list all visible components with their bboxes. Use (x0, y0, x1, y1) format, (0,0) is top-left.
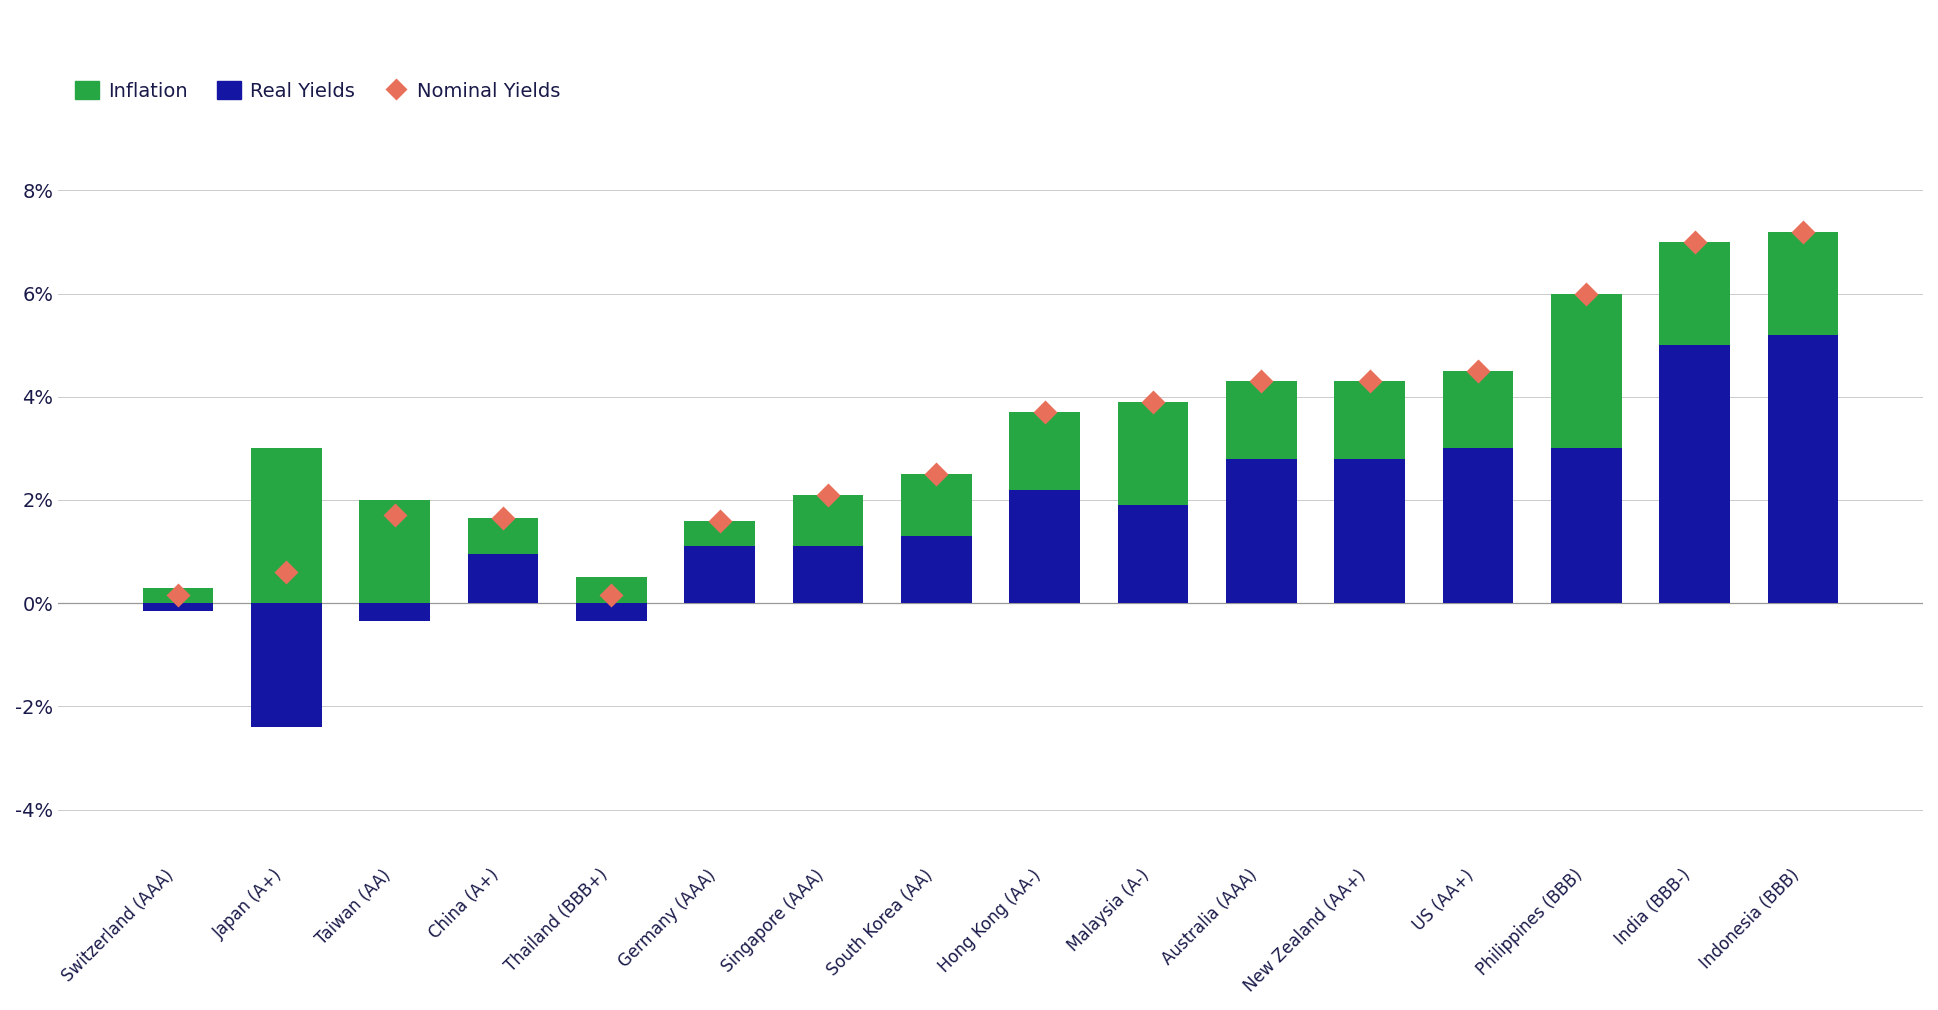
Bar (576, 578, 647, 603)
Bar (1010, 412, 1079, 490)
Bar (359, 500, 430, 603)
Bar (1335, 459, 1405, 603)
Bar (684, 546, 756, 603)
Bar (467, 518, 539, 554)
Bar (793, 495, 862, 546)
Legend: Inflation, Real Yields, Nominal Yields: Inflation, Real Yields, Nominal Yields (68, 74, 568, 108)
Bar (143, 588, 213, 603)
Bar (1550, 448, 1622, 603)
Bar (793, 546, 862, 603)
Bar (901, 474, 971, 536)
Bar (1010, 490, 1079, 603)
Bar (1442, 448, 1514, 603)
Bar (252, 603, 322, 727)
Bar (684, 520, 756, 546)
Bar (1118, 402, 1188, 505)
Bar (1227, 382, 1297, 459)
Bar (1550, 294, 1622, 448)
Bar (1227, 459, 1297, 603)
Bar (576, 603, 647, 621)
Bar (1767, 335, 1839, 603)
Bar (252, 448, 322, 603)
Bar (467, 554, 539, 603)
Bar (1442, 371, 1514, 448)
Bar (1659, 242, 1731, 345)
Bar (1659, 345, 1731, 603)
Bar (359, 603, 430, 621)
Bar (1335, 382, 1405, 459)
Bar (1767, 231, 1839, 335)
Bar (901, 536, 971, 603)
Bar (143, 603, 213, 611)
Bar (1118, 505, 1188, 603)
